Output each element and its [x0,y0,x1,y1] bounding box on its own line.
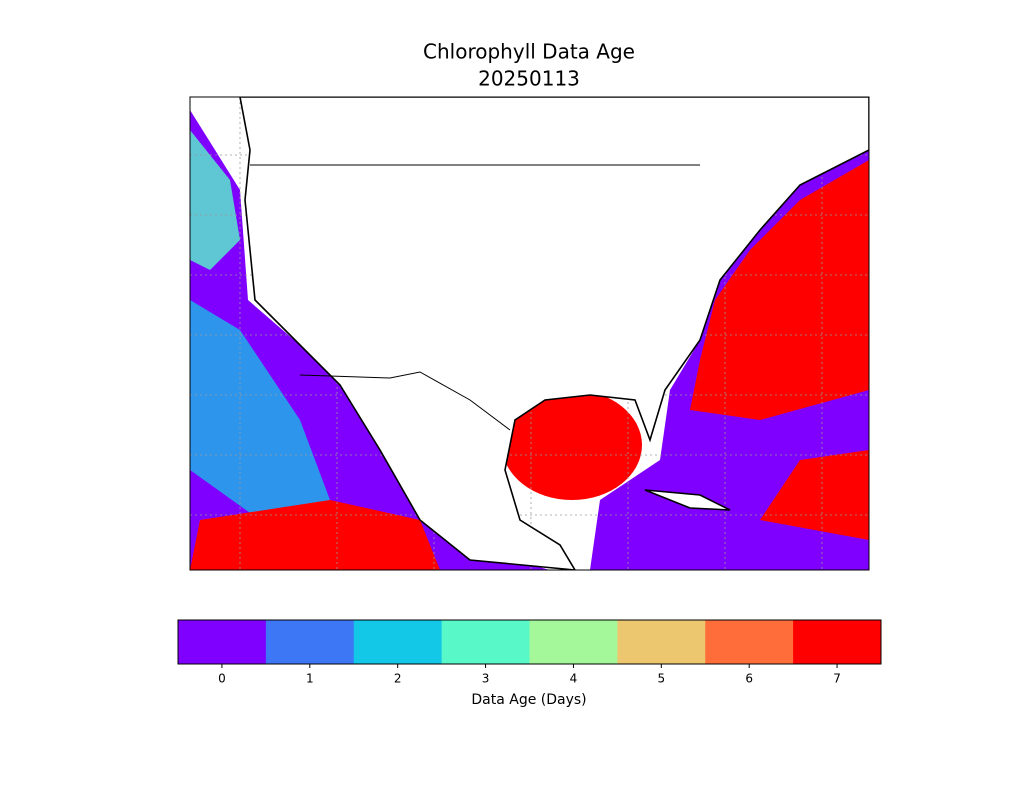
colorbar-swatch [178,620,267,664]
colorbar-label: Data Age (Days) [471,692,586,708]
pacific-patch [190,500,440,570]
colorbar-swatch [617,620,706,664]
colorbar-frame [177,619,882,665]
colorbar-tick-label: 1 [306,672,314,686]
colorbar-tick-label: 2 [394,672,402,686]
pacific-patch [190,300,330,520]
colorbar-tick-label: 4 [570,672,578,686]
colorbar-swatch [793,620,882,664]
cuba [644,489,731,511]
atlantic-patch [760,450,869,540]
atlantic-patch [690,160,869,420]
colorbar-tick-label: 5 [657,672,665,686]
pacific-patch [190,130,240,270]
subtitle: 20250113 [478,67,580,91]
colorbar-tick-label: 6 [745,672,753,686]
border [299,371,511,431]
colorbar-tick-label: 3 [482,672,490,686]
colorbar-swatch [353,620,443,664]
title: Chlorophyll Data Age [423,40,635,64]
map-frame [189,96,870,571]
colorbar-swatch [441,620,530,664]
colorbar-tick-label: 7 [833,672,841,686]
gulf [502,390,642,500]
colorbar-swatch [265,620,355,664]
colorbar: 0 1 2 3 4 5 6 7 [177,619,882,686]
colorbar-tick-label: 0 [218,672,226,686]
colorbar-swatch [705,620,794,664]
colorbar-swatch [529,620,618,664]
north-america [239,97,869,570]
map [189,96,870,571]
